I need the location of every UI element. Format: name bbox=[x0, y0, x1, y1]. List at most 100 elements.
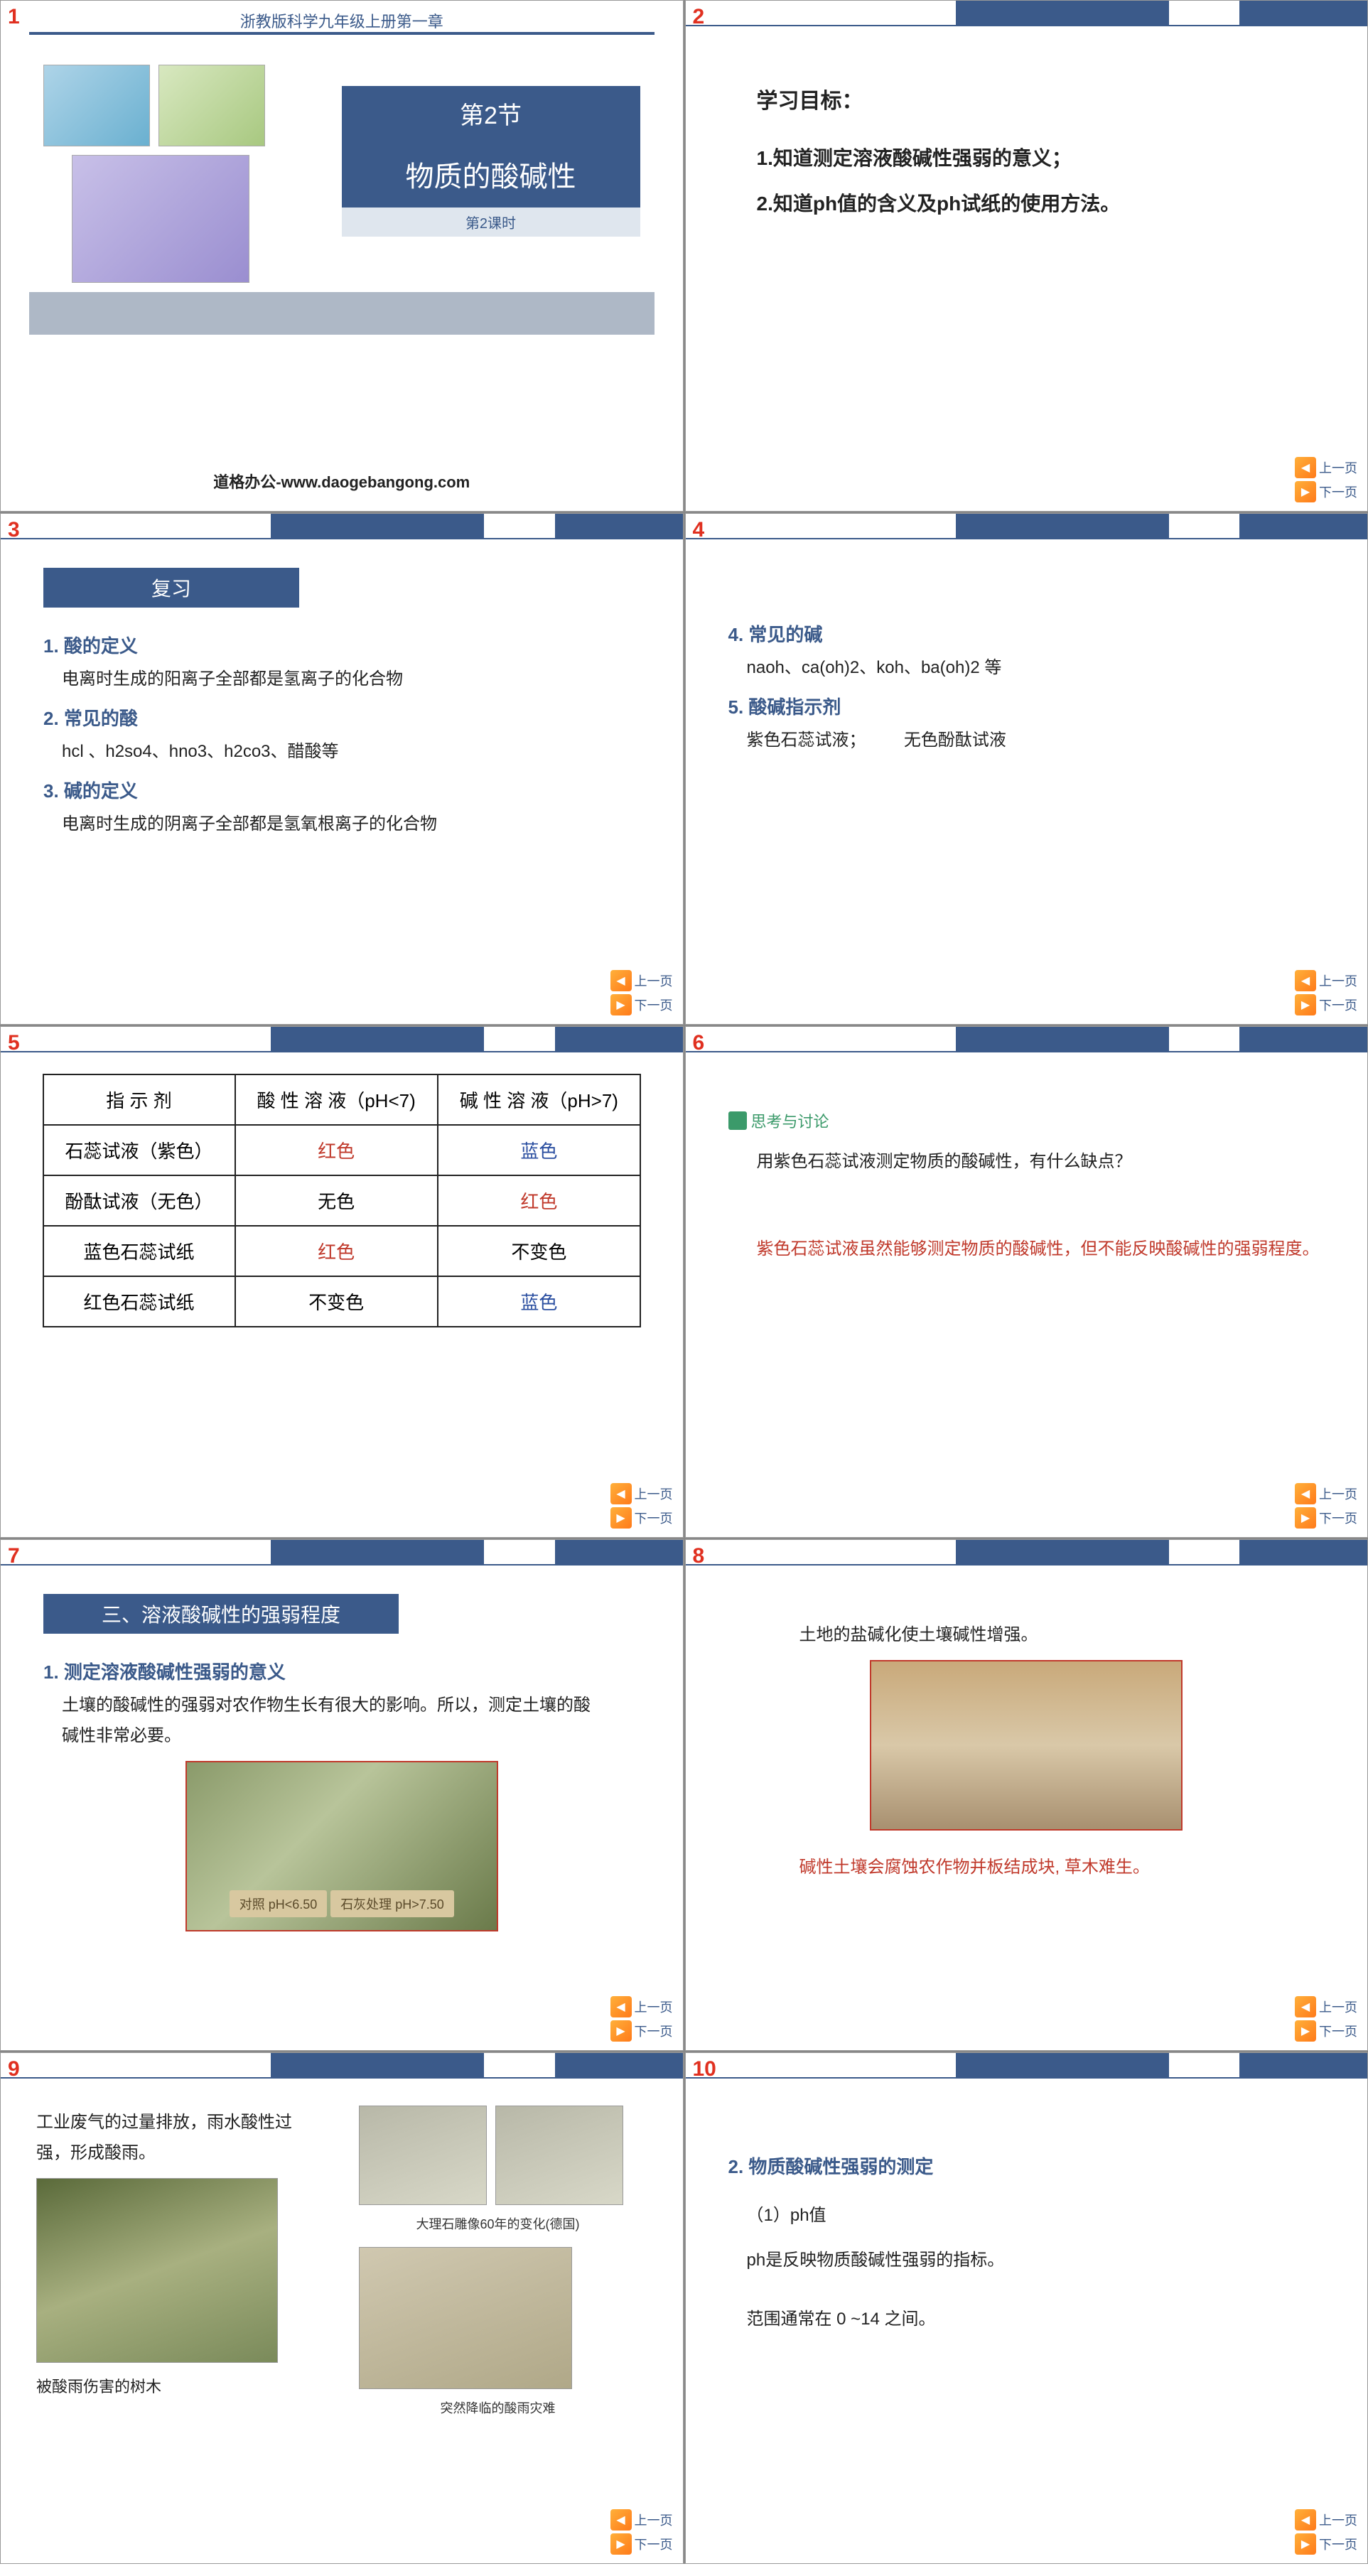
table-row: 酚酞试液（无色）无色红色 bbox=[43, 1175, 640, 1226]
top-bar bbox=[1, 1540, 683, 1565]
col-header: 碱 性 溶 液（pH>7) bbox=[438, 1074, 640, 1125]
acid-cell: 不变色 bbox=[235, 1276, 438, 1327]
indicator-1: 紫色石蕊试液； bbox=[747, 731, 866, 750]
acid-cell: 红色 bbox=[235, 1125, 438, 1175]
prev-button[interactable]: ◀上一页 bbox=[1295, 970, 1357, 991]
point-text: hcl 、h2so4、hno3、h2co3、醋酸等 bbox=[62, 736, 640, 767]
nav-buttons: ◀上一页 ▶下一页 bbox=[610, 1996, 673, 2042]
bar-seg bbox=[956, 1, 1169, 26]
slide-7: 7 三、溶液酸碱性的强弱程度 1. 测定溶液酸碱性强弱的意义 土壤的酸碱性的强弱… bbox=[0, 1539, 684, 2051]
photo-caption: 大理石雕像60年的变化(德国) bbox=[356, 2214, 640, 2233]
nav-buttons: ◀上一页 ▶下一页 bbox=[610, 1483, 673, 1529]
table-row: 红色石蕊试纸不变色蓝色 bbox=[43, 1276, 640, 1327]
base-cell: 蓝色 bbox=[438, 1125, 640, 1175]
next-icon: ▶ bbox=[610, 994, 632, 1015]
slide-content: 复习 1. 酸的定义 电离时生成的阳离子全部都是氢离子的化合物 2. 常见的酸 … bbox=[1, 539, 683, 1025]
next-button[interactable]: ▶下一页 bbox=[1295, 994, 1357, 1015]
next-button[interactable]: ▶下一页 bbox=[1295, 1507, 1357, 1529]
statue-photos bbox=[356, 2103, 640, 2211]
photo-caption: 被酸雨伤害的树木 bbox=[36, 2373, 321, 2401]
prev-button[interactable]: ◀上一页 bbox=[1295, 457, 1357, 478]
next-button[interactable]: ▶下一页 bbox=[1295, 481, 1357, 502]
bar-seg bbox=[956, 514, 1169, 539]
slide-content: 三、溶液酸碱性的强弱程度 1. 测定溶液酸碱性强弱的意义 土壤的酸碱性的强弱对农… bbox=[1, 1565, 683, 2051]
lesson-subtitle: 第2课时 bbox=[342, 208, 640, 237]
col-header: 酸 性 溶 液（pH<7) bbox=[235, 1074, 438, 1125]
slide-3: 3 复习 1. 酸的定义 电离时生成的阳离子全部都是氢离子的化合物 2. 常见的… bbox=[0, 513, 684, 1025]
acid-cell: 无色 bbox=[235, 1175, 438, 1226]
bar-seg bbox=[1239, 514, 1367, 539]
indicator-table: 指 示 剂 酸 性 溶 液（pH<7) 碱 性 溶 液（pH>7) 石蕊试液（紫… bbox=[43, 1074, 641, 1327]
right-column: 大理石雕像60年的变化(德国) 突然降临的酸雨灾难 bbox=[356, 2103, 640, 2417]
prev-button[interactable]: ◀上一页 bbox=[610, 2509, 673, 2531]
slide-6: 6 思考与讨论 用紫色石蕊试液测定物质的酸碱性，有什么缺点？ 紫色石蕊试液虽然能… bbox=[685, 1026, 1368, 1538]
next-icon: ▶ bbox=[610, 2533, 632, 2555]
slide-9: 9 工业废气的过量排放，雨水酸性过强，形成酸雨。 被酸雨伤害的树木 大理石雕像6… bbox=[0, 2052, 684, 2564]
bar-seg bbox=[555, 514, 683, 539]
nav-buttons: ◀上一页 ▶下一页 bbox=[610, 2509, 673, 2555]
question-text: 用紫色石蕊试液测定物质的酸碱性，有什么缺点？ bbox=[757, 1146, 1325, 1177]
table-header-row: 指 示 剂 酸 性 溶 液（pH<7) 碱 性 溶 液（pH>7) bbox=[43, 1074, 640, 1125]
next-icon: ▶ bbox=[610, 2020, 632, 2042]
soil-photo bbox=[870, 1660, 1183, 1831]
prev-button[interactable]: ◀上一页 bbox=[610, 970, 673, 991]
prev-icon: ◀ bbox=[1295, 970, 1316, 991]
think-label: 思考与讨论 bbox=[751, 1109, 829, 1132]
think-icon bbox=[728, 1111, 747, 1130]
next-button[interactable]: ▶下一页 bbox=[1295, 2533, 1357, 2555]
next-button[interactable]: ▶下一页 bbox=[610, 994, 673, 1015]
base-cell: 蓝色 bbox=[438, 1276, 640, 1327]
acid-rain-text: 工业废气的过量排放，雨水酸性过强，形成酸雨。 bbox=[36, 2107, 321, 2168]
thumbnail-group bbox=[43, 65, 299, 283]
point-heading: 3. 碱的定义 bbox=[43, 777, 640, 803]
prev-icon: ◀ bbox=[1295, 1996, 1316, 2017]
point-text: 电离时生成的阳离子全部都是氢离子的化合物 bbox=[62, 664, 640, 694]
slide-4: 4 4. 常见的碱 naoh、ca(oh)2、koh、ba(oh)2 等 5. … bbox=[685, 513, 1368, 1025]
thumb-image bbox=[43, 65, 150, 146]
prev-button[interactable]: ◀上一页 bbox=[610, 1483, 673, 1504]
point-heading: 1. 酸的定义 bbox=[43, 632, 640, 658]
prev-label: 上一页 bbox=[635, 1998, 673, 2016]
prev-button[interactable]: ◀上一页 bbox=[1295, 1483, 1357, 1504]
next-button[interactable]: ▶下一页 bbox=[610, 2533, 673, 2555]
slide-number: 4 bbox=[693, 518, 705, 542]
definition-text: ph是反映物质酸碱性强弱的指标。 bbox=[747, 2245, 1325, 2275]
prev-button[interactable]: ◀上一页 bbox=[1295, 1996, 1357, 2017]
prev-button[interactable]: ◀上一页 bbox=[1295, 2509, 1357, 2531]
slide-content: 土地的盐碱化使土壤碱性增强。 碱性土壤会腐蚀农作物并板结成块, 草木难生。 bbox=[686, 1565, 1368, 2051]
bar-seg bbox=[1239, 1540, 1367, 1565]
sub-point: （1）ph值 bbox=[747, 2200, 1325, 2231]
point-heading: 5. 酸碱指示剂 bbox=[728, 693, 1325, 719]
prev-button[interactable]: ◀上一页 bbox=[610, 1996, 673, 2017]
table-row: 蓝色石蕊试纸红色不变色 bbox=[43, 1226, 640, 1276]
next-label: 下一页 bbox=[1319, 483, 1357, 501]
slide-number: 3 bbox=[8, 518, 20, 542]
next-icon: ▶ bbox=[1295, 994, 1316, 1015]
acid-cell: 红色 bbox=[235, 1226, 438, 1276]
left-column: 工业废气的过量排放，雨水酸性过强，形成酸雨。 被酸雨伤害的树木 bbox=[36, 2103, 321, 2405]
indicator-name: 酚酞试液（无色） bbox=[43, 1175, 235, 1226]
bar-seg bbox=[956, 1027, 1169, 1052]
title-block: 第2节 物质的酸碱性 第2课时 bbox=[342, 86, 640, 237]
bar-seg bbox=[1239, 2053, 1367, 2079]
prev-icon: ◀ bbox=[1295, 2509, 1316, 2531]
divider-line bbox=[29, 32, 655, 35]
top-bar bbox=[1, 514, 683, 539]
point-text: 土壤的酸碱性的强弱对农作物生长有很大的影响。所以，测定土壤的酸碱性非常必要。 bbox=[62, 1690, 602, 1751]
next-icon: ▶ bbox=[610, 1507, 632, 1529]
next-label: 下一页 bbox=[1319, 2535, 1357, 2553]
forest-photo bbox=[36, 2178, 278, 2363]
slide-number: 10 bbox=[693, 2057, 716, 2081]
next-button[interactable]: ▶下一页 bbox=[1295, 2020, 1357, 2042]
next-button[interactable]: ▶下一页 bbox=[610, 2020, 673, 2042]
nav-buttons: ◀上一页 ▶下一页 bbox=[1295, 457, 1357, 502]
objective-item: 1.知道测定溶液酸碱性强弱的意义； bbox=[757, 143, 1325, 171]
slide-10: 10 2. 物质酸碱性强弱的测定 （1）ph值 ph是反映物质酸碱性强弱的指标。… bbox=[685, 2052, 1368, 2564]
next-label: 下一页 bbox=[1319, 1509, 1357, 1527]
think-header: 思考与讨论 bbox=[728, 1109, 1325, 1132]
col-header: 指 示 剂 bbox=[43, 1074, 235, 1125]
slide-content: 4. 常见的碱 naoh、ca(oh)2、koh、ba(oh)2 等 5. 酸碱… bbox=[686, 539, 1368, 1025]
next-label: 下一页 bbox=[635, 2535, 673, 2553]
prev-label: 上一页 bbox=[635, 1484, 673, 1503]
next-button[interactable]: ▶下一页 bbox=[610, 1507, 673, 1529]
